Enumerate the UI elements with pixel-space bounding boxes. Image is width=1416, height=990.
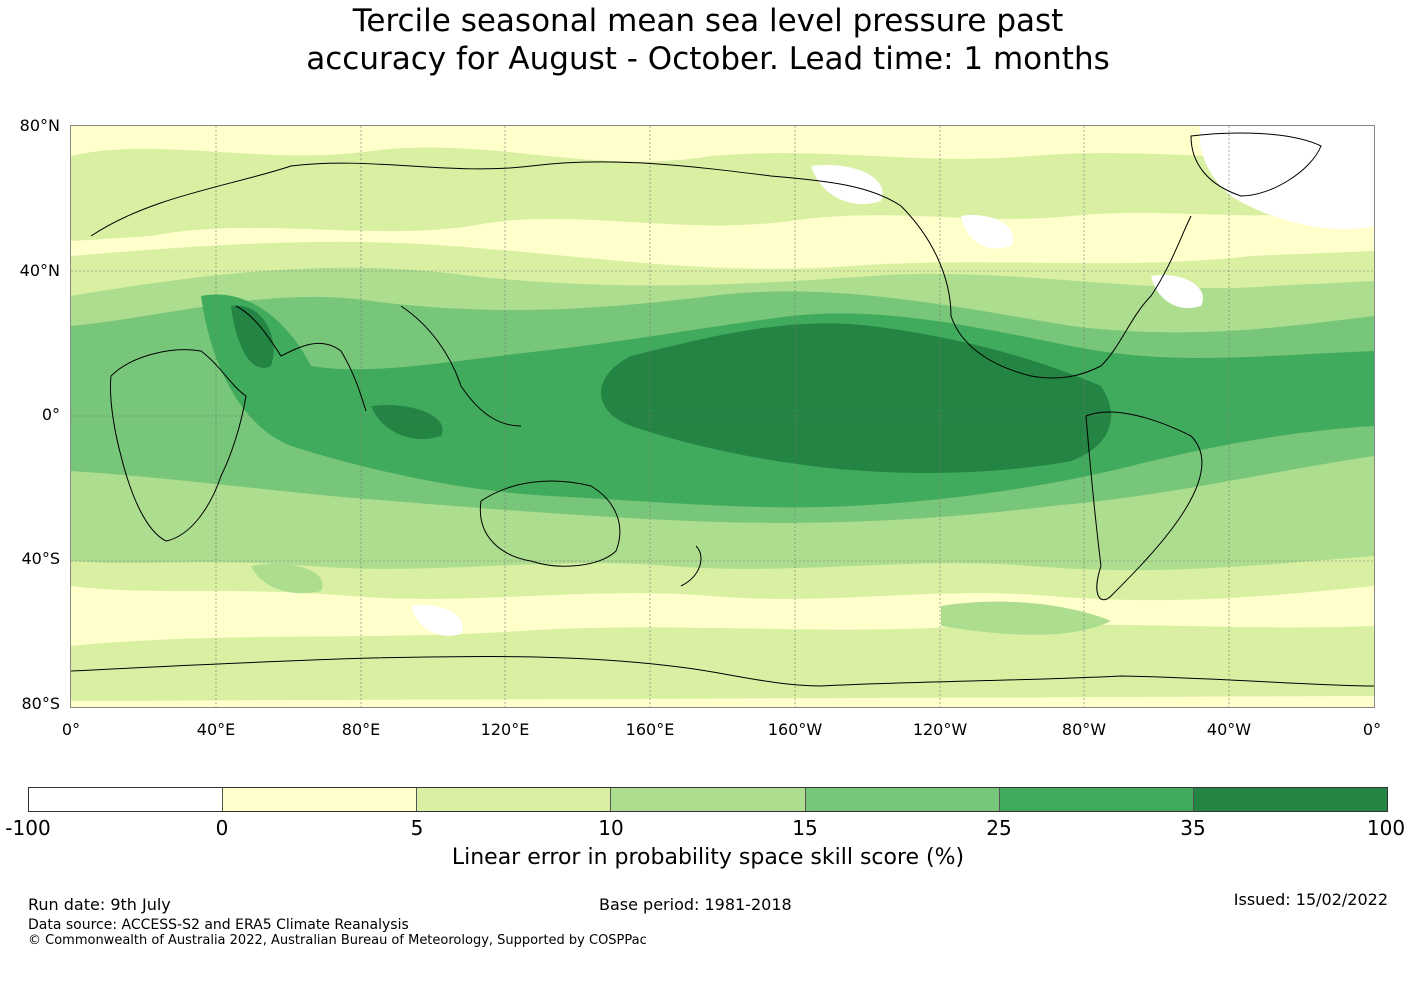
lat-label-80n: 80°N [19,116,60,135]
lon-label-80w: 80°W [1061,720,1107,739]
run-date: Run date: 9th July [28,895,171,914]
colorbar-segment-6 [999,788,1194,811]
colorbar-tick-3: 5 [410,816,424,840]
colorbar-tick-5: 15 [792,816,818,840]
colorbar-tick-7: 35 [1180,816,1206,840]
colorbar-segment-3 [417,788,612,811]
map-canvas [71,126,1374,707]
colorbar-segment-7 [1193,788,1387,811]
lon-label-160w: 160°W [767,720,823,739]
lon-label-120w: 120°W [912,720,968,739]
colorbar-segment-4 [611,788,806,811]
chart-title: Tercile seasonal mean sea level pressure… [0,2,1416,78]
lat-label-0: 0° [41,405,60,424]
lat-label-40s: 40°S [21,549,60,568]
lon-label-40w: 40°W [1206,720,1252,739]
title-line-1: Tercile seasonal mean sea level pressure… [352,3,1064,39]
graticule [71,126,1374,707]
colorbar-segment-2 [223,788,418,811]
lon-label-0: 0° [61,720,81,739]
skill-shading-negative [411,126,1374,636]
colorbar-tick-4: 10 [598,816,624,840]
colorbar-tick-8: 100 [1366,816,1406,840]
lon-label-40e: 40°E [196,720,236,739]
copyright: © Commonwealth of Australia 2022, Austra… [28,933,647,948]
lon-label-80e: 80°E [341,720,381,739]
lon-label-0-right: 0° [1362,720,1382,739]
colorbar-segment-5 [805,788,1000,811]
skill-score-map [70,125,1375,708]
colorbar-tick-6: 25 [986,816,1012,840]
colorbar [28,787,1388,812]
base-period: Base period: 1981-2018 [599,895,792,914]
lat-label-40n: 40°N [19,261,60,280]
skill-shading-35-100 [231,305,1111,473]
coastlines [71,132,1374,687]
colorbar-tick-1: -100 [5,816,51,840]
lon-label-160e: 160°E [625,720,675,739]
data-source: Data source: ACCESS-S2 and ERA5 Climate … [28,917,409,933]
lon-label-120e: 120°E [480,720,530,739]
issued-date: Issued: 15/02/2022 [1233,890,1388,909]
colorbar-label: Linear error in probability space skill … [451,845,965,870]
colorbar-tick-2: 0 [215,816,229,840]
colorbar-segment-1 [29,788,224,811]
lat-label-80s: 80°S [21,694,60,713]
title-line-2: accuracy for August - October. Lead time… [306,41,1110,77]
